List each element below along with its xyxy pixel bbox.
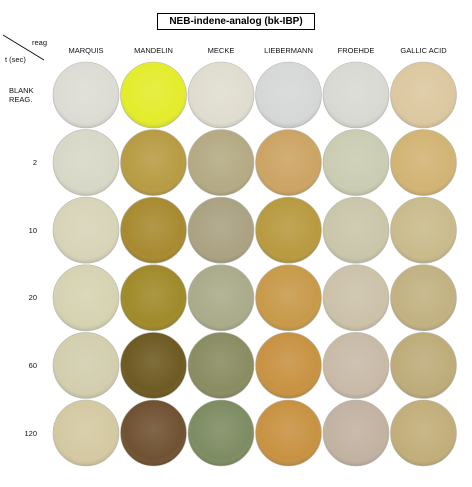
well-shading: [52, 129, 120, 196]
well-shading: [255, 129, 322, 196]
well-shading: [390, 129, 457, 196]
well-shading: [390, 399, 457, 467]
well-shading: [120, 264, 187, 332]
well-shading: [255, 399, 322, 467]
row-label: 2: [32, 158, 37, 168]
well-shading: [322, 399, 390, 467]
column-label: MECKE: [207, 46, 235, 55]
well-shading: [255, 61, 322, 129]
well-shading: [120, 129, 187, 196]
well-shading: [390, 264, 457, 332]
row-label: 10: [28, 225, 37, 235]
well-shading: [390, 61, 457, 129]
row-label: 120: [24, 428, 37, 438]
well-shading: [52, 196, 120, 264]
column-label: MANDELIN: [134, 46, 173, 55]
well-shading: [322, 264, 390, 332]
column-header: reag: [32, 38, 48, 47]
row-label: 20: [28, 293, 37, 303]
well-shading: [52, 399, 120, 467]
well-shading: [187, 332, 255, 399]
well-shading: [255, 332, 322, 399]
well-shading: [322, 332, 390, 399]
well-shading: [187, 264, 255, 332]
corner-divider: [2, 34, 45, 61]
well-shading: [187, 399, 255, 467]
well-shading: [187, 196, 255, 264]
well-shading: [120, 196, 187, 264]
well-shading: [120, 399, 187, 467]
figure-title: NEB-indene-analog (bk-IBP): [157, 13, 315, 30]
well-shading: [120, 61, 187, 129]
well-shading: [187, 129, 255, 196]
column-label: GALLIC ACID: [400, 46, 447, 55]
well-shading: [52, 332, 120, 399]
row-label: BLANK REAG.: [9, 86, 34, 104]
well-shading: [255, 264, 322, 332]
well-shading: [120, 332, 187, 399]
well-shading: [52, 264, 120, 332]
well-shading: [52, 61, 120, 129]
row-label: 60: [28, 360, 37, 370]
column-label: LIEBERMANN: [264, 46, 313, 55]
well-shading: [390, 332, 457, 399]
well-shading: [322, 61, 390, 129]
well-shading: [322, 129, 390, 196]
column-label: FROEHDE: [337, 46, 375, 55]
well-shading: [322, 196, 390, 264]
well-shading: [255, 196, 322, 264]
column-label: MARQUIS: [68, 46, 104, 55]
well-shading: [187, 61, 255, 129]
well-shading: [390, 196, 457, 264]
row-header: t (sec): [5, 55, 26, 64]
